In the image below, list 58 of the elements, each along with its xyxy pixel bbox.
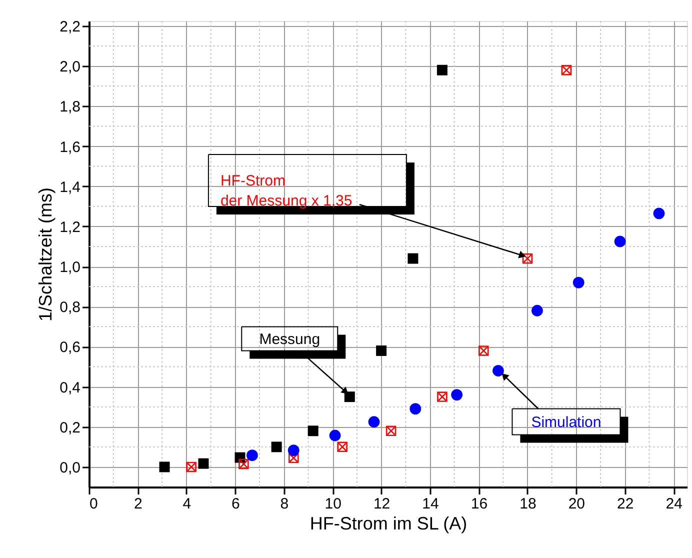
x-axis-title: HF-Strom im SL (A) — [310, 514, 468, 534]
y-tick-label: 0,0 — [60, 459, 80, 476]
point — [492, 365, 504, 376]
point — [451, 389, 463, 400]
point — [238, 458, 249, 470]
x-tick-label: 16 — [470, 496, 488, 512]
annotation: HF-Strom der Messung x 1,35 — [220, 172, 352, 210]
point — [531, 304, 543, 316]
point — [376, 345, 387, 356]
x-tick-label: 24 — [666, 496, 682, 512]
y-tick-label: 0,6 — [60, 339, 80, 356]
point — [368, 416, 380, 428]
x-tick-label: 2 — [134, 496, 142, 512]
point — [337, 442, 348, 452]
y-tick-label: 2,2 — [60, 18, 80, 36]
point — [288, 444, 300, 456]
point — [386, 426, 396, 436]
x-tick-label: 14 — [422, 496, 439, 512]
y-tick-label: 0,2 — [60, 419, 80, 436]
point — [246, 450, 258, 462]
point — [198, 458, 209, 469]
point — [572, 276, 584, 288]
point — [408, 253, 418, 264]
y-tick-label: 1,8 — [60, 98, 80, 116]
point — [344, 392, 355, 402]
point — [410, 403, 422, 415]
point — [436, 64, 448, 76]
x-tick-label: 0 — [90, 496, 98, 512]
point — [561, 64, 572, 76]
x-tick-label: 18 — [520, 496, 536, 512]
point — [437, 392, 448, 402]
point — [522, 253, 533, 264]
y-axis-title: 1/Schaltzeit (ms) — [36, 187, 56, 322]
point — [478, 346, 489, 356]
x-tick-label: 6 — [231, 496, 240, 512]
x-tick-label: 4 — [182, 496, 192, 512]
annotation: Messung — [259, 330, 320, 348]
point — [159, 462, 170, 472]
point — [329, 430, 341, 442]
y-tick-label: 1,4 — [60, 178, 80, 196]
x-tick-label: 10 — [324, 496, 342, 512]
x-tick-label: 20 — [568, 496, 586, 512]
y-tick-label: 1,2 — [60, 218, 80, 236]
annotation: Simulation — [531, 414, 602, 431]
y-tick-label: 1,0 — [60, 259, 80, 276]
point — [653, 208, 665, 220]
point — [308, 426, 318, 436]
point — [271, 442, 282, 452]
y-tick-label: 0,4 — [60, 379, 80, 396]
point — [288, 452, 299, 464]
y-tick-label: 0,8 — [60, 299, 80, 316]
x-tick-label: 8 — [280, 496, 289, 512]
x-tick-label: 12 — [373, 496, 390, 512]
x-tick-label: 22 — [617, 496, 634, 512]
y-tick-label: 1,6 — [60, 138, 80, 156]
point — [186, 462, 196, 472]
point — [614, 236, 626, 248]
y-tick-label: 2,0 — [60, 58, 80, 76]
